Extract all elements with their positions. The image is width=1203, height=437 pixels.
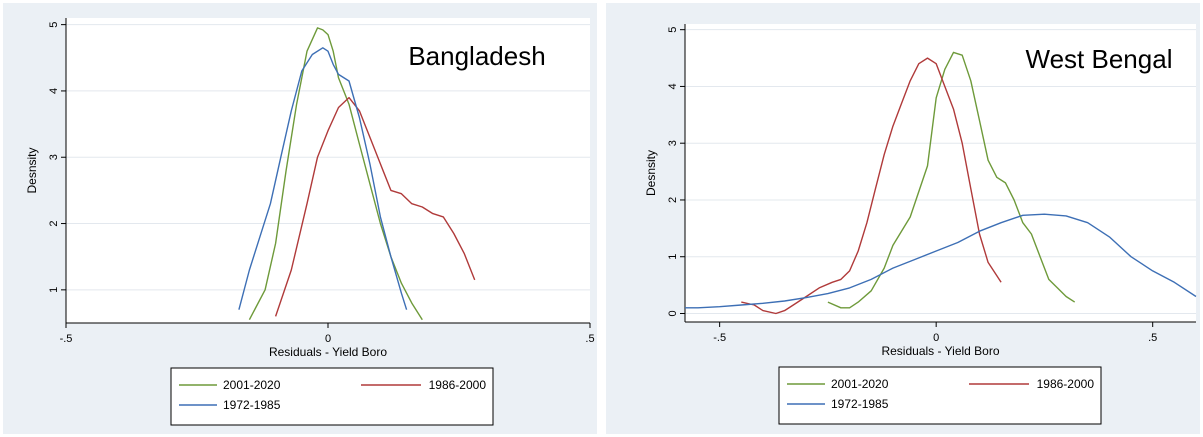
x-tick-label: .5 [1148, 332, 1157, 344]
legend-box [778, 366, 1102, 425]
chart-panel-west-bengal: 0 1 2 3 4 5 -.5 0 .5 Residuals - Yield Boro Desnsi… [603, 0, 1203, 437]
y-tick-label: 1 [48, 287, 60, 293]
series-line-1972-1985 [238, 47, 408, 310]
legend-label: 2001-2020 [223, 378, 281, 392]
legend-label: 1972-1985 [831, 397, 889, 411]
legend-label: 1986-2000 [429, 378, 487, 392]
series-line-1986-2000 [741, 57, 1002, 315]
legend-label: 1972-1985 [223, 398, 281, 412]
x-tick-label: .5 [585, 333, 594, 345]
legend: 2001-2020 1986-2000 1972-1985 [778, 366, 1102, 425]
y-tick-label: 1 [667, 254, 679, 260]
x-tick-label: 0 [933, 332, 939, 344]
legend: 2001-2020 1986-2000 1972-1985 [170, 367, 494, 426]
y-tick-label: 2 [667, 197, 679, 203]
chart-panel-bangladesh: 1 2 3 4 5 -.5 0 .5 Residuals - Yield Boro Desnsit… [0, 0, 600, 437]
series-line-1986-2000 [274, 96, 476, 317]
plot-area [66, 18, 590, 323]
y-axis-title: Desnsity [644, 150, 658, 196]
y-tick-label: 2 [48, 220, 60, 226]
y-tick-label: 0 [667, 310, 679, 316]
legend-label: 2001-2020 [831, 377, 889, 391]
x-axis-title: Residuals - Yield Boro [881, 344, 999, 358]
series-line-2001-2020 [827, 51, 1076, 309]
y-tick-label: 5 [48, 22, 60, 28]
y-tick-label: 3 [48, 154, 60, 160]
x-tick-label: -.5 [713, 332, 726, 344]
y-tick-label: 3 [667, 140, 679, 146]
y-tick-label: 5 [667, 27, 679, 33]
chart-title: Bangladesh [408, 41, 545, 71]
chart-title: West Bengal [1026, 44, 1173, 74]
legend-label: 1986-2000 [1037, 377, 1095, 391]
legend-box [170, 367, 494, 426]
y-tick-label: 4 [667, 83, 679, 89]
x-axis-title: Residuals - Yield Boro [269, 345, 387, 359]
y-axis-title: Desnsity [25, 147, 39, 193]
density-chart-bangladesh: 1 2 3 4 5 -.5 0 .5 Residuals - Yield Boro Desnsit… [3, 3, 597, 434]
series-line-1972-1985 [685, 213, 1197, 309]
x-tick-label: -.5 [60, 333, 73, 345]
density-chart-west-bengal: 0 1 2 3 4 5 -.5 0 .5 Residuals - Yield Boro Desnsi… [606, 3, 1200, 434]
x-tick-label: 0 [325, 333, 331, 345]
y-tick-label: 4 [48, 88, 60, 94]
